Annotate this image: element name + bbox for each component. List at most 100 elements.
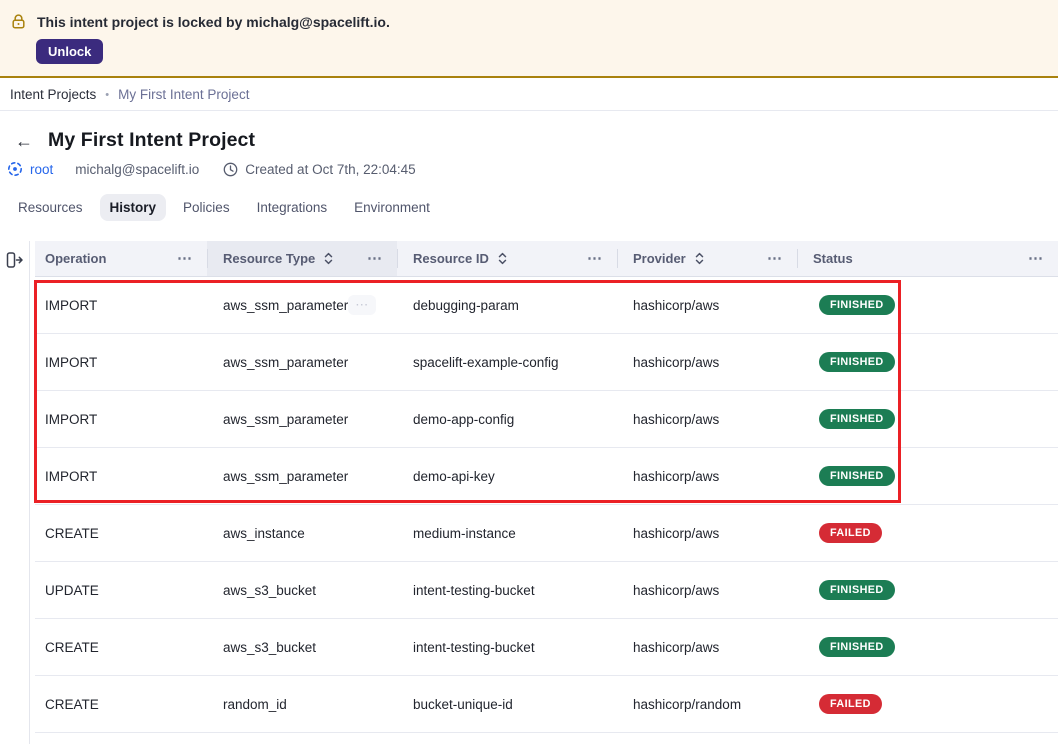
cell-resource-type: aws_ssm_parameter ⋯ — [207, 295, 397, 315]
cell-status: FINISHED — [797, 466, 1058, 486]
column-label: Operation — [45, 251, 107, 266]
space-link[interactable]: root — [30, 161, 54, 177]
space-icon — [6, 160, 24, 178]
cell-resource-id: demo-app-config — [413, 411, 515, 427]
cell-provider: hashicorp/random — [633, 696, 742, 712]
owner-label: michalg@spacelift.io — [75, 161, 200, 177]
unlock-button[interactable]: Unlock — [36, 39, 104, 64]
cell-status: FINISHED — [797, 637, 1058, 657]
status-badge: FINISHED — [819, 352, 895, 372]
table-header-row: Operation ⋯ Resource Type ⋯ Resource ID — [35, 241, 1058, 277]
cell-resource-type: aws_instance — [223, 525, 305, 541]
table-row[interactable]: CREATE aws_instance medium-instance hash… — [35, 505, 1058, 562]
tab-resources[interactable]: Resources — [18, 200, 83, 215]
cell-status: FAILED — [797, 694, 1058, 714]
created-at: Created at Oct 7th, 22:04:45 — [245, 161, 416, 177]
status-badge: FINISHED — [819, 466, 895, 486]
cell-provider: hashicorp/aws — [633, 525, 720, 541]
column-header-provider[interactable]: Provider ⋯ — [617, 241, 797, 276]
cell-provider: hashicorp/aws — [633, 639, 720, 655]
status-badge: FINISHED — [819, 637, 895, 657]
tab-integrations[interactable]: Integrations — [256, 200, 328, 215]
column-label: Resource Type — [223, 251, 316, 266]
cell-resource-id: debugging-param — [413, 297, 519, 313]
collapse-panel-icon[interactable] — [6, 251, 24, 269]
table-row[interactable]: IMPORT aws_ssm_parameter demo-app-config… — [35, 391, 1058, 448]
cell-operation: IMPORT — [45, 354, 98, 370]
cell-resource-type: aws_s3_bucket — [223, 582, 317, 598]
cell-resource-id: intent-testing-bucket — [413, 582, 535, 598]
cell-resource-type: aws_ssm_parameter — [223, 468, 349, 484]
lock-banner: This intent project is locked by michalg… — [0, 0, 1058, 78]
table-row[interactable]: IMPORT aws_ssm_parameter demo-api-key ha… — [35, 448, 1058, 505]
cell-resource-type: random_id — [223, 696, 287, 712]
table-gutter — [0, 241, 30, 744]
column-menu-icon[interactable]: ⋯ — [1028, 250, 1044, 267]
table-row[interactable]: CREATE random_id bucket-unique-id hashic… — [35, 676, 1058, 733]
column-header-status[interactable]: Status ⋯ — [797, 241, 1058, 276]
sort-icon[interactable] — [694, 252, 705, 265]
sort-icon[interactable] — [497, 252, 508, 265]
status-badge: FAILED — [819, 694, 882, 714]
lock-message: This intent project is locked by michalg… — [37, 13, 390, 30]
cell-resource-id: spacelift-example-config — [413, 354, 559, 370]
cell-provider: hashicorp/aws — [633, 582, 720, 598]
cell-provider: hashicorp/aws — [633, 468, 720, 484]
column-label: Provider — [633, 251, 686, 266]
breadcrumb-current[interactable]: My First Intent Project — [118, 87, 250, 102]
column-header-operation[interactable]: Operation ⋯ — [35, 241, 207, 276]
cell-resource-type: aws_s3_bucket — [223, 639, 317, 655]
cell-resource-type: aws_ssm_parameter — [223, 411, 349, 427]
breadcrumb-parent[interactable]: Intent Projects — [10, 87, 97, 102]
lock-icon — [10, 13, 27, 30]
breadcrumb-separator-icon: • — [105, 88, 110, 101]
table-row[interactable]: CREATE aws_s3_bucket intent-testing-buck… — [35, 619, 1058, 676]
cell-operation: IMPORT — [45, 468, 98, 484]
clock-icon — [223, 162, 238, 177]
back-arrow-icon[interactable]: ← — [15, 130, 33, 151]
cell-provider: hashicorp/aws — [633, 297, 720, 313]
cell-operation: CREATE — [45, 696, 99, 712]
column-menu-icon[interactable]: ⋯ — [177, 250, 193, 267]
status-badge: FINISHED — [819, 580, 895, 600]
cell-operation: IMPORT — [45, 411, 98, 427]
cell-resource-id: bucket-unique-id — [413, 696, 513, 712]
history-table-section: Operation ⋯ Resource Type ⋯ Resource ID — [0, 241, 1058, 744]
tab-environment[interactable]: Environment — [354, 200, 430, 215]
column-menu-icon[interactable]: ⋯ — [367, 250, 383, 267]
tab-policies[interactable]: Policies — [183, 200, 230, 215]
cell-operation: CREATE — [45, 525, 99, 541]
column-label: Status — [813, 251, 853, 266]
column-label: Resource ID — [413, 251, 489, 266]
cell-resource-id: demo-api-key — [413, 468, 495, 484]
cell-operation: UPDATE — [45, 582, 99, 598]
page-title: My First Intent Project — [48, 129, 256, 151]
table-row[interactable]: IMPORT aws_ssm_parameter spacelift-examp… — [35, 334, 1058, 391]
tab-bar: Resources History Policies Integrations … — [8, 194, 1058, 221]
cell-status: FINISHED — [797, 580, 1058, 600]
cell-status: FINISHED — [797, 295, 1058, 315]
cell-resource-type: aws_ssm_parameter — [223, 354, 349, 370]
cell-status: FINISHED — [797, 409, 1058, 429]
cell-status: FAILED — [797, 523, 1058, 543]
cell-text: aws_ssm_parameter — [223, 297, 349, 313]
cell-provider: hashicorp/aws — [633, 354, 720, 370]
sort-icon[interactable] — [323, 252, 334, 265]
row-menu-icon[interactable]: ⋯ — [348, 295, 377, 315]
cell-resource-id: intent-testing-bucket — [413, 639, 535, 655]
status-badge: FINISHED — [819, 409, 895, 429]
column-menu-icon[interactable]: ⋯ — [587, 250, 603, 267]
column-header-resource-type[interactable]: Resource Type ⋯ — [207, 241, 397, 276]
tab-history[interactable]: History — [99, 194, 167, 221]
table-row[interactable]: UPDATE aws_s3_bucket intent-testing-buck… — [35, 562, 1058, 619]
cell-provider: hashicorp/aws — [633, 411, 720, 427]
cell-resource-id: medium-instance — [413, 525, 516, 541]
table-row[interactable]: IMPORT aws_ssm_parameter ⋯ debugging-par… — [35, 277, 1058, 334]
column-header-resource-id[interactable]: Resource ID ⋯ — [397, 241, 617, 276]
column-menu-icon[interactable]: ⋯ — [767, 250, 783, 267]
status-badge: FINISHED — [819, 295, 895, 315]
history-table: Operation ⋯ Resource Type ⋯ Resource ID — [35, 241, 1058, 744]
breadcrumb: Intent Projects • My First Intent Projec… — [0, 78, 1058, 111]
cell-operation: IMPORT — [45, 297, 98, 313]
cell-operation: CREATE — [45, 639, 99, 655]
